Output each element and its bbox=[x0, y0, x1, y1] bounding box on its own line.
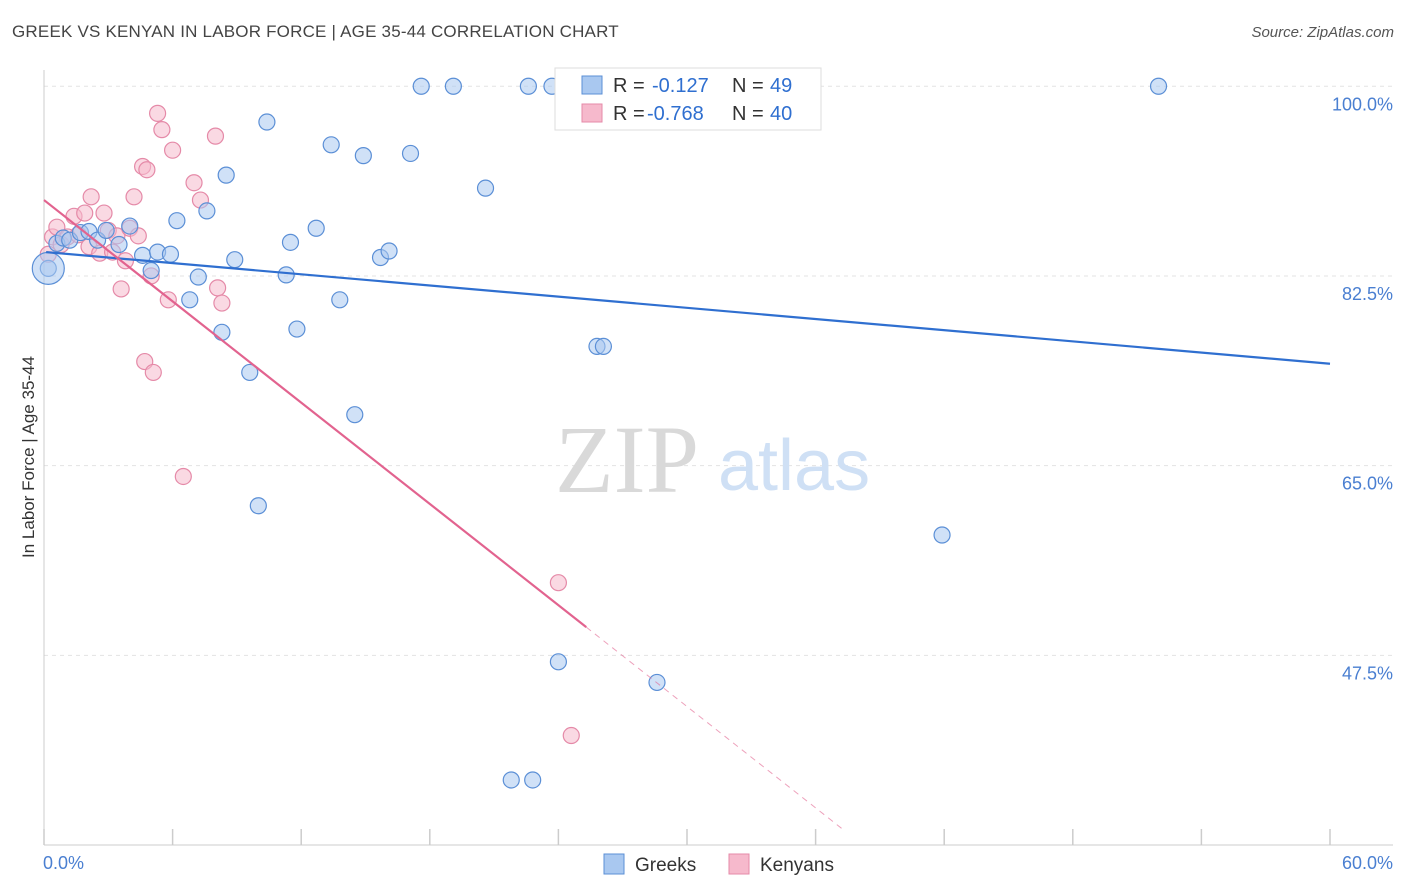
greeks-point bbox=[1149, 77, 1168, 95]
greeks-point bbox=[401, 144, 420, 163]
kenyans-point bbox=[164, 141, 182, 159]
kenyans-point bbox=[138, 161, 156, 179]
bottom-legend-swatch-greeks bbox=[603, 853, 625, 875]
kenyans-point bbox=[76, 204, 94, 222]
greeks-point bbox=[277, 266, 295, 284]
x-tick-min: 0.0% bbox=[43, 853, 84, 873]
kenyans-point bbox=[206, 127, 225, 145]
legend-swatch-kenyans bbox=[581, 103, 603, 123]
legend-swatch-greeks bbox=[581, 75, 603, 95]
kenyans-trend-extension bbox=[585, 626, 844, 831]
greeks-point bbox=[412, 77, 430, 95]
greeks-point bbox=[502, 771, 520, 789]
kenyans-point bbox=[144, 363, 162, 382]
greeks-point bbox=[226, 251, 244, 269]
legend-r-label-greeks: R = bbox=[613, 75, 645, 97]
legend-n-value-greeks: 49 bbox=[770, 75, 792, 97]
source-label: Source: ZipAtlas.com bbox=[1251, 24, 1394, 41]
greeks-point bbox=[933, 526, 951, 544]
legend-box: R = -0.127 N = 49 R = -0.768 N = 40 bbox=[554, 67, 822, 131]
greeks-point bbox=[549, 653, 568, 671]
greeks-point bbox=[161, 245, 180, 263]
bottom-legend: Greeks Kenyans bbox=[603, 853, 834, 876]
y-tick-label: 82.5% bbox=[1342, 284, 1393, 304]
kenyans-point bbox=[112, 280, 130, 298]
legend-n-label-kenyans: N = bbox=[732, 103, 764, 125]
greeks-point bbox=[181, 291, 199, 309]
legend-r-value-greeks: -0.127 bbox=[652, 75, 709, 97]
greeks-point bbox=[189, 268, 207, 286]
greeks-trend-line bbox=[46, 251, 1331, 365]
greeks-point bbox=[346, 406, 364, 424]
y-tick-label: 100.0% bbox=[1332, 94, 1393, 114]
kenyans-point bbox=[82, 188, 100, 206]
bottom-legend-swatch-kenyans bbox=[728, 853, 750, 875]
kenyans-point bbox=[549, 574, 568, 592]
kenyans-point bbox=[562, 726, 580, 745]
chart-title: GREEK VS KENYAN IN LABOR FORCE | AGE 35-… bbox=[12, 22, 619, 41]
greeks-point bbox=[331, 291, 349, 309]
legend-n-label-greeks: N = bbox=[732, 75, 764, 97]
greeks-point bbox=[258, 113, 276, 131]
greeks-point bbox=[476, 179, 495, 197]
legend-r-label-kenyans: R = bbox=[613, 103, 645, 125]
y-ticks: 47.5% 65.0% 82.5% 100.0% bbox=[1332, 94, 1393, 683]
greeks-point bbox=[444, 77, 462, 95]
greeks-point-large bbox=[31, 251, 65, 285]
watermark-zip: ZIP bbox=[555, 406, 699, 513]
watermark-atlas: atlas bbox=[718, 426, 870, 506]
greeks-point bbox=[217, 166, 235, 184]
bottom-legend-greeks: Greeks bbox=[635, 855, 696, 876]
greeks-point bbox=[110, 235, 128, 254]
greeks-point bbox=[213, 323, 231, 341]
kenyans-trend-line bbox=[43, 199, 587, 628]
kenyans-point bbox=[95, 204, 113, 222]
watermark: ZIP atlas bbox=[555, 406, 870, 513]
greeks-point bbox=[307, 219, 325, 237]
greeks-point bbox=[354, 147, 372, 165]
legend-r-value-kenyans: -0.768 bbox=[647, 103, 704, 125]
kenyans-point bbox=[209, 279, 227, 297]
bottom-legend-kenyans: Kenyans bbox=[760, 855, 834, 876]
greeks-point bbox=[97, 221, 115, 240]
kenyans-point bbox=[185, 174, 203, 192]
x-tick-max: 60.0% bbox=[1342, 853, 1393, 873]
greeks-point bbox=[249, 497, 267, 515]
greeks-point bbox=[168, 212, 186, 230]
axes bbox=[43, 70, 1393, 846]
kenyans-point bbox=[125, 188, 143, 206]
greeks-point bbox=[519, 77, 537, 95]
greeks-point bbox=[281, 233, 300, 251]
legend-n-value-kenyans: 40 bbox=[770, 103, 792, 125]
kenyans-point bbox=[174, 467, 192, 486]
greeks-point bbox=[524, 771, 542, 789]
kenyans-point bbox=[153, 121, 171, 139]
kenyans-point bbox=[148, 104, 167, 122]
greeks-point bbox=[594, 337, 613, 355]
y-tick-label: 65.0% bbox=[1342, 474, 1393, 494]
data-points bbox=[31, 77, 1168, 789]
greeks-point bbox=[288, 320, 306, 338]
greeks-point bbox=[241, 363, 259, 382]
y-axis-label: In Labor Force | Age 35-44 bbox=[19, 356, 38, 558]
kenyans-point bbox=[213, 294, 231, 312]
greeks-point bbox=[142, 261, 160, 280]
greeks-point bbox=[380, 242, 398, 260]
greeks-point bbox=[198, 202, 216, 220]
y-tick-label: 47.5% bbox=[1342, 663, 1393, 683]
greeks-point bbox=[121, 217, 139, 235]
greeks-point bbox=[322, 136, 340, 154]
trend-lines bbox=[43, 199, 1331, 831]
